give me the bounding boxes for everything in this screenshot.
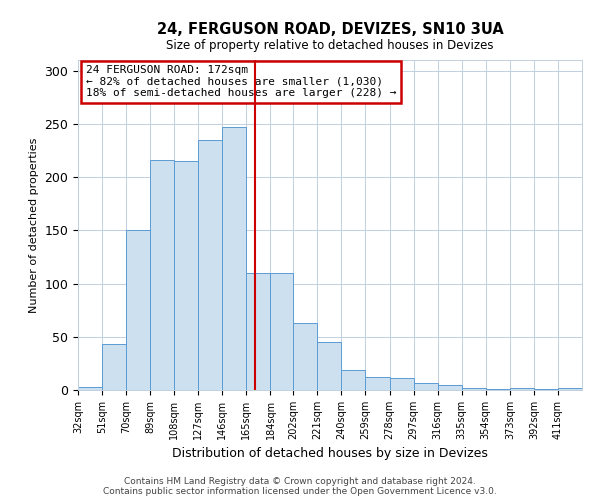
Bar	[150, 160, 174, 390]
Bar	[461, 388, 486, 390]
Bar	[486, 389, 510, 390]
Bar	[534, 389, 558, 390]
Bar	[199, 140, 223, 390]
Text: Contains public sector information licensed under the Open Government Licence v3: Contains public sector information licen…	[103, 487, 497, 496]
Bar	[341, 370, 365, 390]
Bar	[510, 388, 534, 390]
Bar	[365, 377, 389, 390]
Bar	[126, 230, 150, 390]
Bar	[558, 388, 582, 390]
Bar	[78, 387, 102, 390]
Bar	[317, 342, 341, 390]
Text: 24, FERGUSON ROAD, DEVIZES, SN10 3UA: 24, FERGUSON ROAD, DEVIZES, SN10 3UA	[157, 22, 503, 38]
X-axis label: Distribution of detached houses by size in Devizes: Distribution of detached houses by size …	[172, 448, 488, 460]
Bar	[102, 344, 126, 390]
Bar	[413, 382, 437, 390]
Bar	[293, 323, 317, 390]
Text: Size of property relative to detached houses in Devizes: Size of property relative to detached ho…	[166, 39, 494, 52]
Text: Contains HM Land Registry data © Crown copyright and database right 2024.: Contains HM Land Registry data © Crown c…	[124, 478, 476, 486]
Bar	[437, 384, 461, 390]
Bar	[223, 127, 247, 390]
Bar	[271, 273, 293, 390]
Text: 24 FERGUSON ROAD: 172sqm
← 82% of detached houses are smaller (1,030)
18% of sem: 24 FERGUSON ROAD: 172sqm ← 82% of detach…	[86, 65, 396, 98]
Bar	[174, 161, 199, 390]
Bar	[247, 273, 271, 390]
Bar	[389, 378, 413, 390]
Y-axis label: Number of detached properties: Number of detached properties	[29, 138, 39, 312]
